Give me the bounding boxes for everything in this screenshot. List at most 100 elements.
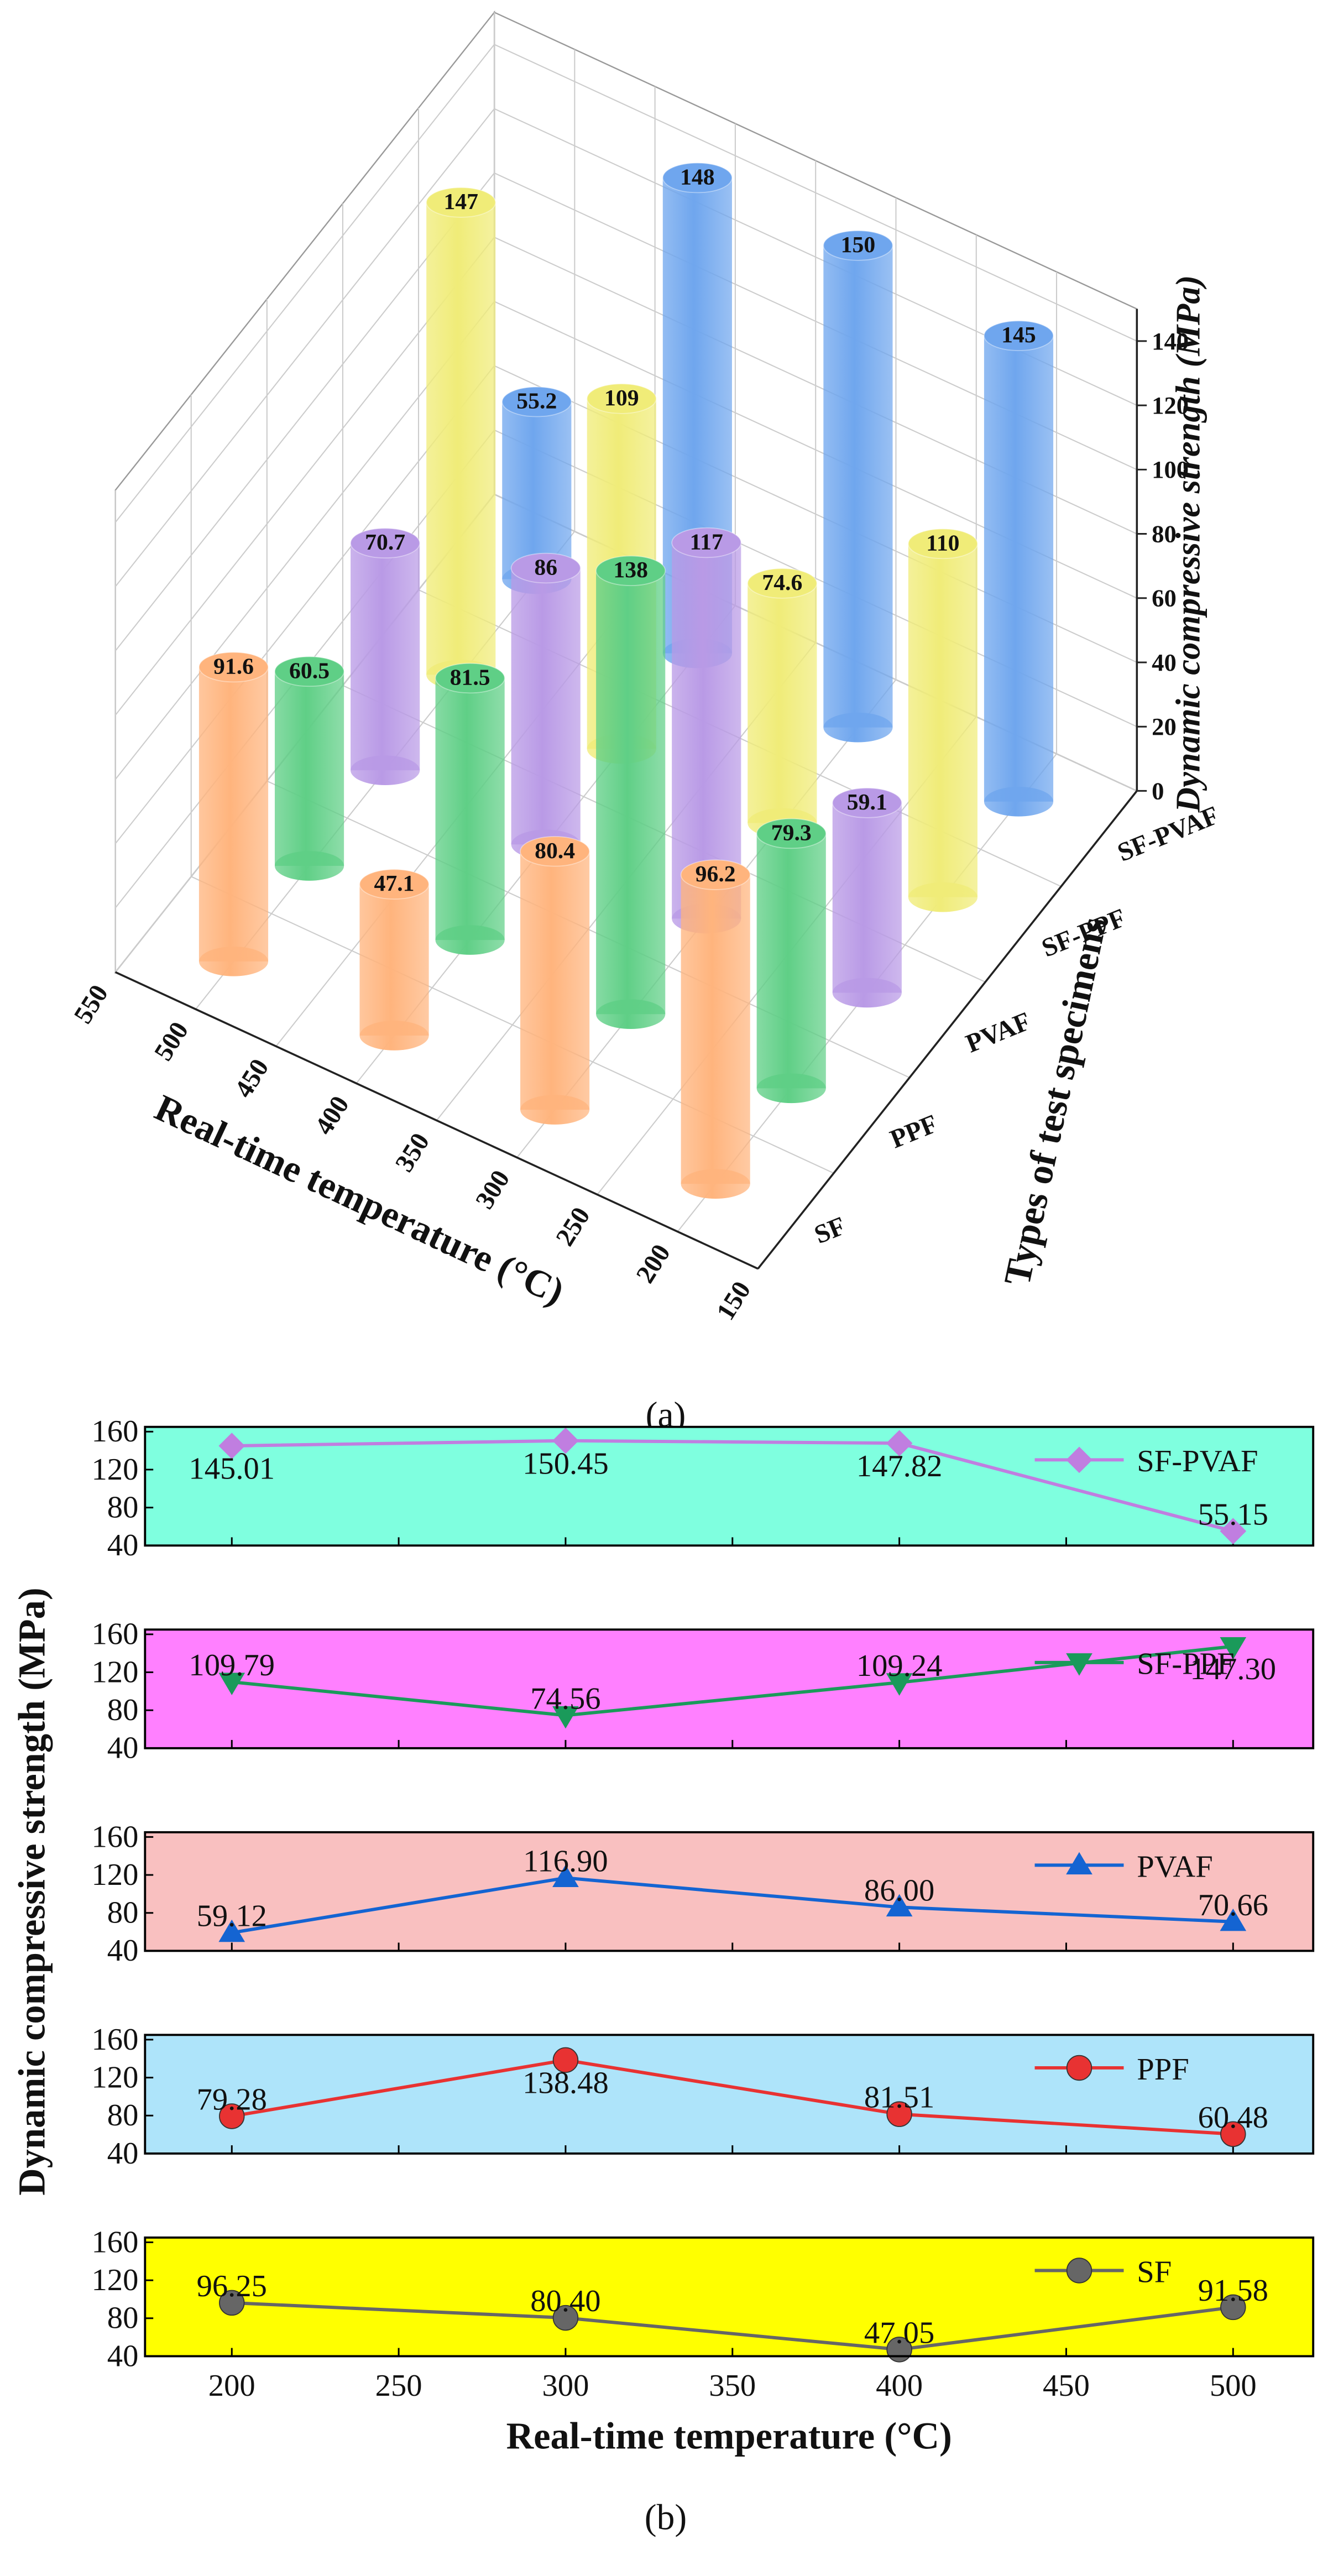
- panel-background: [145, 1427, 1314, 1546]
- panel-background: [145, 2035, 1314, 2154]
- value-label: 70.66: [1198, 1888, 1268, 1922]
- marker: [218, 1919, 245, 1942]
- marker: [219, 2103, 245, 2129]
- cylinder-body: [198, 667, 269, 962]
- y-tick-label: 80: [107, 1896, 139, 1930]
- cylinder: [426, 187, 496, 690]
- cylinder: [680, 859, 751, 1199]
- cylinder-top: [586, 383, 657, 414]
- y-tick-label: 160: [91, 2225, 138, 2259]
- x-axis-title: Real-time temperature (°C): [506, 2415, 952, 2457]
- marker: [1220, 1637, 1247, 1660]
- grid-line: [190, 394, 834, 1174]
- marker: [1220, 1908, 1247, 1931]
- value-label: 81.51: [864, 2081, 934, 2115]
- value-label: 55.15: [1198, 1497, 1268, 1532]
- marker: [218, 1433, 245, 1459]
- x-tick-label: 400: [876, 2369, 923, 2403]
- value-label: 70.7: [365, 530, 405, 555]
- value-label: 74.6: [762, 570, 802, 595]
- cylinder-top: [907, 528, 978, 560]
- y-tick-label: 80: [107, 2098, 139, 2133]
- cylinder-body: [520, 851, 590, 1110]
- cylinder-top: [274, 656, 345, 687]
- marker: [1066, 1852, 1092, 1875]
- value-label: 109: [604, 385, 639, 411]
- z-axis-title: Dynamic compressive strength (MPa): [1169, 275, 1207, 813]
- value-label: 147.82: [856, 1449, 943, 1483]
- cylinder-body: [511, 568, 581, 845]
- y-tick-label: 80: [107, 1491, 139, 1525]
- y-tick-label: 40: [107, 1934, 139, 1968]
- value-label: 96.25: [197, 2269, 267, 2303]
- z-tick-label: 0: [1152, 777, 1164, 804]
- value-label: 47.05: [864, 2316, 934, 2350]
- value-label: 79.28: [197, 2083, 267, 2117]
- value-label: 145: [1001, 322, 1036, 348]
- cylinder-body: [351, 543, 420, 771]
- value-label: 80.40: [530, 2284, 600, 2318]
- cylinder: [520, 836, 590, 1125]
- cylinder: [274, 656, 345, 881]
- marker: [552, 2305, 579, 2331]
- cylinder-top: [747, 568, 818, 599]
- value-label: 109.79: [189, 1648, 275, 1683]
- cylinder: [984, 320, 1054, 817]
- cylinder-top: [359, 869, 430, 900]
- value-label: 109.24: [856, 1649, 943, 1683]
- marker: [886, 2101, 912, 2127]
- line: [231, 1876, 1233, 1935]
- legend-label: PVAF: [1137, 1849, 1212, 1884]
- cylinder: [747, 568, 818, 838]
- y-tick-label: 120: [91, 1452, 138, 1487]
- cylinder-body: [984, 336, 1054, 802]
- value-label: 148: [680, 164, 715, 190]
- x-tick-label: 500: [1210, 2369, 1257, 2403]
- marker: [552, 1864, 579, 1888]
- y-axis-title: Types of test specimens: [996, 913, 1115, 1289]
- z-tick-label: 80: [1152, 520, 1177, 547]
- x-tick-label: 200: [631, 1240, 676, 1288]
- cylinder-body: [502, 401, 572, 579]
- marker: [886, 1673, 913, 1696]
- line: [232, 1439, 1234, 1533]
- value-label: 138: [613, 557, 648, 583]
- value-label: 150.45: [522, 1446, 609, 1481]
- cylinder: [359, 869, 430, 1051]
- cylinder: [823, 230, 893, 743]
- cylinder: [756, 818, 827, 1104]
- x-tick-label: 250: [551, 1203, 596, 1251]
- x-tick-label: 450: [1043, 2369, 1090, 2403]
- y-axis: [757, 790, 1138, 1269]
- x-tick-label: 550: [69, 980, 114, 1028]
- x-tick-label: 150: [711, 1277, 756, 1325]
- value-label: 147: [443, 189, 478, 215]
- cylinder: [198, 651, 269, 976]
- y-tick-label: 40: [107, 1528, 139, 1563]
- legend-label: PPF: [1137, 2052, 1189, 2087]
- x-tick-label: 500: [149, 1017, 194, 1065]
- cylinder-body: [756, 833, 826, 1089]
- cylinder: [832, 787, 902, 1008]
- value-label: 91.6: [213, 654, 254, 679]
- value-label: 55.2: [516, 389, 557, 414]
- line: [231, 2058, 1233, 2136]
- marker: [218, 1673, 245, 1695]
- cylinder-body: [359, 884, 429, 1036]
- x-tick-label: 200: [208, 2369, 255, 2403]
- y-tick-label: 160: [91, 1414, 138, 1449]
- marker: [1066, 1653, 1092, 1676]
- panel-frame: [144, 2236, 1315, 2358]
- panel-frame: [144, 1831, 1315, 1952]
- cylinder-top: [832, 787, 902, 818]
- value-label: 86.00: [864, 1873, 934, 1908]
- y-axis-title: Dynamic compressive strength (MPa): [11, 1587, 53, 2195]
- y-tick-label: 160: [91, 1617, 138, 1652]
- x-tick-label: 300: [542, 2369, 589, 2403]
- cylinder-top: [426, 187, 496, 218]
- value-label: 60.48: [1198, 2100, 1268, 2135]
- cylinder-top: [435, 662, 505, 694]
- marker: [552, 1706, 579, 1729]
